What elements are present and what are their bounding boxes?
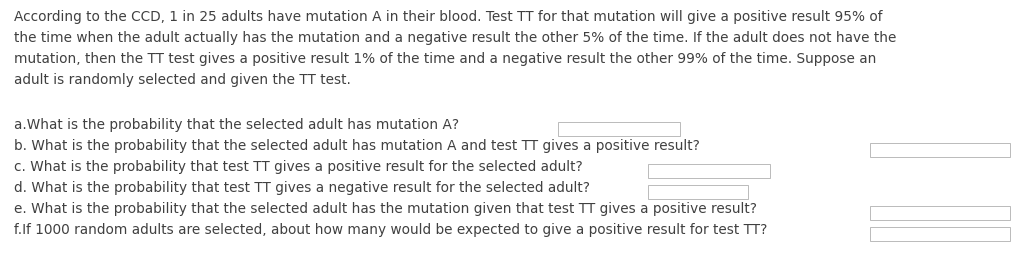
Text: e. What is the probability that the selected adult has the mutation given that t: e. What is the probability that the sele…: [14, 202, 757, 216]
Bar: [648, 164, 770, 178]
Bar: [870, 143, 1010, 157]
Bar: [558, 122, 680, 136]
Bar: [870, 227, 1010, 241]
Text: f.If 1000 random adults are selected, about how many would be expected to give a: f.If 1000 random adults are selected, ab…: [14, 223, 767, 237]
Text: adult is randomly selected and given the TT test.: adult is randomly selected and given the…: [14, 73, 351, 87]
Bar: [648, 185, 748, 199]
Text: d. What is the probability that test TT gives a negative result for the selected: d. What is the probability that test TT …: [14, 181, 590, 195]
Text: According to the CCD, 1 in 25 adults have mutation A in their blood. Test TT for: According to the CCD, 1 in 25 adults hav…: [14, 10, 883, 24]
Text: c. What is the probability that test TT gives a positive result for the selected: c. What is the probability that test TT …: [14, 160, 583, 174]
Text: b. What is the probability that the selected adult has mutation A and test TT gi: b. What is the probability that the sele…: [14, 139, 699, 153]
Text: mutation, then the TT test gives a positive result 1% of the time and a negative: mutation, then the TT test gives a posit…: [14, 52, 877, 66]
Text: a.What is the probability that the selected adult has mutation A?: a.What is the probability that the selec…: [14, 118, 459, 132]
Text: the time when the adult actually has the mutation and a negative result the othe: the time when the adult actually has the…: [14, 31, 896, 45]
Bar: [870, 206, 1010, 220]
